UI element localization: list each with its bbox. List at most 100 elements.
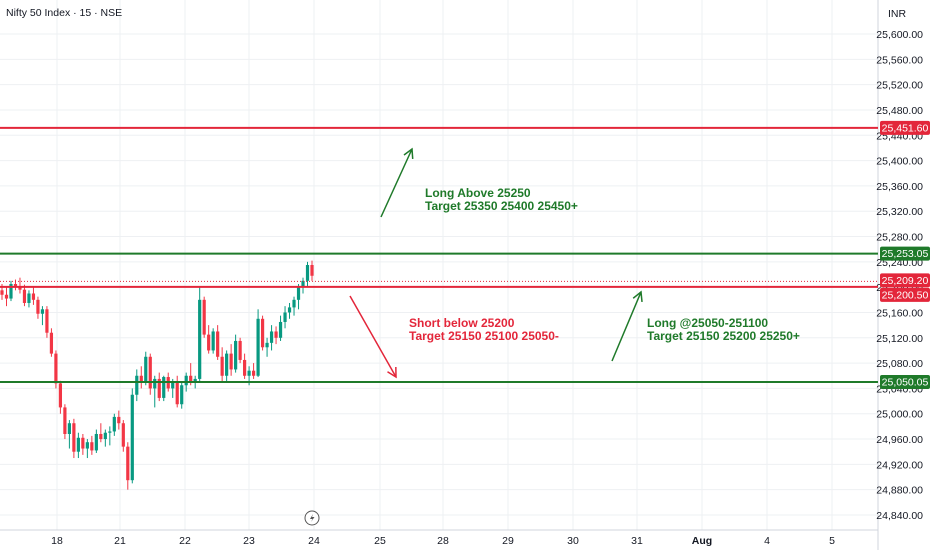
y-tick-label: 25,320.00	[876, 206, 923, 218]
arrow-head	[387, 366, 397, 379]
candle-body	[130, 394, 134, 481]
candle-body	[251, 370, 256, 376]
candle-body	[36, 299, 40, 314]
y-tick-label: 25,360.00	[876, 181, 923, 193]
candle-body	[4, 294, 9, 299]
candle-body	[234, 340, 238, 370]
candle-body	[269, 331, 274, 343]
candle-body	[243, 359, 247, 376]
y-tick-label: 25,080.00	[876, 358, 923, 370]
x-tick-label: 21	[114, 535, 126, 547]
candle-body	[18, 287, 22, 290]
arrow-shaft	[349, 295, 397, 378]
candle-body	[274, 331, 278, 338]
candle-body	[139, 375, 143, 383]
candle-body	[148, 356, 152, 389]
x-tick-label: 29	[502, 535, 514, 547]
y-tick-label: 25,000.00	[876, 409, 923, 421]
candle-body	[126, 446, 130, 481]
candles	[0, 260, 314, 490]
candle-body	[76, 437, 80, 452]
candle-body	[108, 431, 112, 433]
x-tick-label: 30	[567, 535, 579, 547]
price-badges: 25,451.60 25,253.05 25,209.20 25,200.50 25,0…	[880, 120, 930, 390]
candle-body	[220, 356, 224, 376]
y-tick-label: 25,560.00	[876, 54, 923, 66]
y-tick-label: 25,160.00	[876, 307, 923, 319]
arrow-head	[403, 147, 414, 160]
candle-body	[283, 312, 287, 322]
candle-body	[292, 299, 296, 308]
price-level-badge-text: 25,209.20	[882, 275, 929, 287]
annotation-text: Long @25050-251100	[647, 316, 768, 330]
y-tick-label: 25,280.00	[876, 232, 923, 244]
candle-body	[0, 290, 4, 295]
candle-body	[27, 293, 31, 303]
candle-body	[189, 375, 193, 383]
candle-body	[94, 433, 98, 451]
price-levels	[0, 126, 878, 384]
x-tick-label: 25	[374, 535, 386, 547]
candle-body	[144, 356, 148, 383]
x-tick-label: 22	[179, 535, 191, 547]
candle-body	[171, 382, 175, 389]
annotation-text: Short below 25200	[409, 316, 515, 330]
candle-body	[157, 378, 161, 398]
candle-body	[58, 383, 63, 408]
candle-body	[45, 309, 49, 333]
x-tick-label: 31	[631, 535, 643, 547]
x-axis: 18 21 22 23 24 25 28 29 30 31 Aug 4 5	[51, 535, 835, 547]
candle-body	[225, 353, 229, 376]
price-level-badge-text: 25,253.05	[882, 248, 929, 260]
candle-body	[121, 423, 125, 447]
price-level-badge	[880, 120, 930, 135]
x-tick-label: 24	[308, 535, 320, 547]
candle-body	[112, 416, 116, 432]
candle-body	[99, 433, 103, 440]
candle-body	[67, 423, 71, 434]
price-level-badge	[880, 246, 930, 261]
x-tick-label: 18	[51, 535, 63, 547]
candle-body	[193, 378, 197, 383]
price-level-badge-text: 25,200.50	[882, 289, 929, 301]
annotation-text: Target 25150 25100 25050-	[409, 329, 559, 343]
y-tick-label: 25,480.00	[876, 105, 923, 117]
y-axis: 25,600.00 25,560.00 25,520.00 25,480.00 25,4…	[876, 29, 923, 522]
candle-body	[287, 307, 292, 313]
candle-body	[207, 334, 211, 351]
candle-body	[9, 283, 13, 299]
candle-body	[296, 287, 301, 300]
candle-body	[103, 432, 107, 440]
y-tick-label: 24,880.00	[876, 485, 923, 497]
arrow-head	[632, 290, 643, 303]
candle-body	[247, 370, 251, 376]
price-level-badge	[880, 375, 930, 390]
arrow-shaft	[611, 291, 642, 362]
y-tick-label: 25,120.00	[876, 333, 923, 345]
x-tick-label: Aug	[692, 535, 712, 547]
candle-body	[211, 331, 215, 351]
annotation-text: Long Above 25250	[425, 186, 531, 200]
candle-body	[117, 416, 121, 424]
candle-body	[278, 321, 283, 338]
candle-body	[256, 318, 260, 376]
x-tick-label: 5	[829, 535, 835, 547]
candle-body	[54, 353, 58, 384]
candle-body	[305, 265, 310, 281]
candle-body	[175, 382, 179, 405]
candle-body	[202, 299, 206, 335]
candle-body	[260, 318, 265, 348]
candle-body	[13, 283, 18, 288]
y-tick-label: 25,400.00	[876, 156, 923, 168]
candle-body	[72, 423, 76, 452]
candle-body	[238, 340, 242, 360]
candle-body	[90, 442, 94, 451]
price-level-badge	[880, 273, 930, 288]
x-tick-label: 23	[243, 535, 255, 547]
event-icon[interactable]	[304, 510, 320, 526]
arrow-shaft	[380, 148, 413, 218]
price-level-badge-text: 25,050.05	[882, 377, 929, 389]
